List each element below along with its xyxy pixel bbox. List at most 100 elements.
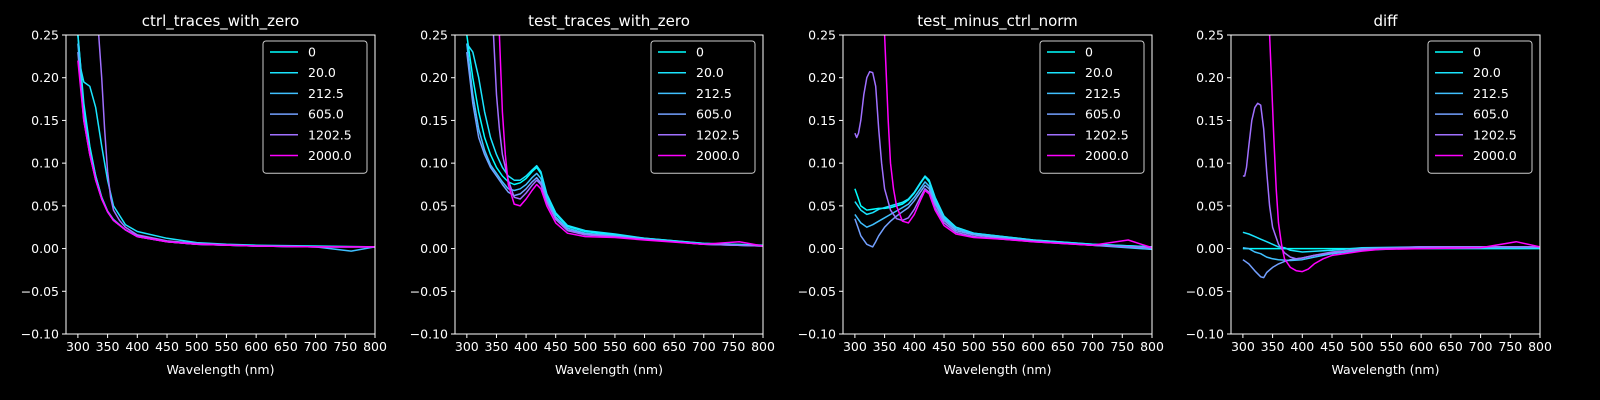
x-tick-label: 300 bbox=[843, 339, 867, 354]
legend-label: 0 bbox=[1473, 45, 1481, 60]
y-tick-label: 0.05 bbox=[420, 198, 448, 213]
x-tick-label: 550 bbox=[992, 339, 1016, 354]
y-tick-label: 0.10 bbox=[31, 156, 59, 171]
x-tick-label: 750 bbox=[1498, 339, 1522, 354]
x-tick-label: 800 bbox=[363, 339, 387, 354]
y-tick-label: 0.20 bbox=[808, 70, 836, 85]
legend-label: 212.5 bbox=[308, 86, 344, 101]
legend-label: 605.0 bbox=[696, 107, 732, 122]
y-tick-label: 0.20 bbox=[420, 70, 448, 85]
y-tick-label: 0.25 bbox=[31, 28, 59, 43]
x-tick-label: 400 bbox=[514, 339, 538, 354]
legend-label: 605.0 bbox=[1085, 107, 1121, 122]
x-tick-label: 650 bbox=[1439, 339, 1463, 354]
y-tick-label: 0.15 bbox=[808, 113, 836, 128]
legend-label: 0 bbox=[1085, 45, 1093, 60]
y-tick-label: 0.05 bbox=[1196, 198, 1224, 213]
x-tick-label: 750 bbox=[1110, 339, 1134, 354]
legend-label: 2000.0 bbox=[1085, 148, 1129, 163]
x-tick-label: 500 bbox=[962, 339, 986, 354]
x-tick-label: 350 bbox=[873, 339, 897, 354]
x-axis-label: Wavelength (nm) bbox=[167, 362, 275, 377]
x-tick-label: 600 bbox=[1021, 339, 1045, 354]
x-tick-label: 400 bbox=[1290, 339, 1314, 354]
legend-label: 2000.0 bbox=[308, 148, 352, 163]
y-tick-label: −0.10 bbox=[21, 327, 59, 342]
series-line bbox=[883, 35, 1152, 249]
x-axis-label: Wavelength (nm) bbox=[555, 362, 663, 377]
x-tick-label: 750 bbox=[333, 339, 357, 354]
x-tick-label: 700 bbox=[1081, 339, 1105, 354]
x-axis-label: Wavelength (nm) bbox=[1332, 362, 1440, 377]
legend-label: 1202.5 bbox=[1473, 127, 1517, 142]
legend-label: 2000.0 bbox=[696, 148, 740, 163]
series-line bbox=[466, 43, 763, 246]
x-tick-label: 750 bbox=[721, 339, 745, 354]
x-tick-label: 450 bbox=[544, 339, 568, 354]
y-tick-label: 0.10 bbox=[808, 156, 836, 171]
x-tick-label: 650 bbox=[662, 339, 686, 354]
axes-frame bbox=[454, 34, 764, 335]
x-tick-label: 450 bbox=[932, 339, 956, 354]
x-tick-label: 500 bbox=[1350, 339, 1374, 354]
axes-frame bbox=[1230, 34, 1541, 335]
legend-label: 20.0 bbox=[308, 65, 336, 80]
x-tick-label: 600 bbox=[244, 339, 268, 354]
axes-frame bbox=[842, 34, 1153, 335]
y-tick-label: −0.10 bbox=[410, 327, 448, 342]
x-tick-label: 550 bbox=[1380, 339, 1404, 354]
y-tick-label: 0.20 bbox=[1196, 70, 1224, 85]
y-tick-label: 0.15 bbox=[420, 113, 448, 128]
series-line bbox=[854, 70, 1152, 249]
x-tick-label: 650 bbox=[274, 339, 298, 354]
series-line bbox=[466, 35, 763, 246]
x-tick-label: 700 bbox=[692, 339, 716, 354]
x-tick-label: 700 bbox=[304, 339, 328, 354]
y-tick-label: 0.05 bbox=[808, 198, 836, 213]
y-tick-label: −0.10 bbox=[1186, 327, 1224, 342]
y-tick-label: 0.00 bbox=[808, 241, 836, 256]
series-line bbox=[854, 181, 1152, 251]
legend-label: 212.5 bbox=[1085, 86, 1121, 101]
chart-panel: 300 350 400 450 500 550 600 650 700 750 800 −0.10 −0… bbox=[798, 12, 1164, 377]
legend-label: 20.0 bbox=[1085, 65, 1113, 80]
y-tick-label: 0.05 bbox=[31, 198, 59, 213]
x-tick-label: 300 bbox=[1231, 339, 1255, 354]
series-line bbox=[466, 43, 763, 247]
legend-box bbox=[1039, 40, 1145, 174]
x-tick-label: 550 bbox=[215, 339, 239, 354]
chart-title: test_minus_ctrl_norm bbox=[917, 12, 1078, 31]
x-tick-label: 400 bbox=[125, 339, 149, 354]
chart-title: test_traces_with_zero bbox=[528, 12, 690, 31]
series-group bbox=[854, 35, 1152, 251]
x-tick-label: 800 bbox=[1140, 339, 1164, 354]
y-tick-label: −0.05 bbox=[410, 284, 448, 299]
y-tick-label: 0.10 bbox=[1196, 156, 1224, 171]
y-tick-label: −0.10 bbox=[798, 327, 836, 342]
series-line bbox=[1242, 102, 1540, 260]
y-tick-label: 0.00 bbox=[420, 241, 448, 256]
y-tick-label: 0.20 bbox=[31, 70, 59, 85]
legend-box bbox=[1427, 40, 1533, 174]
series-line bbox=[854, 175, 1152, 248]
legend-label: 605.0 bbox=[308, 107, 344, 122]
y-tick-label: 0.00 bbox=[31, 241, 59, 256]
series-line bbox=[492, 35, 763, 247]
y-tick-label: 0.25 bbox=[808, 28, 836, 43]
x-tick-label: 350 bbox=[1261, 339, 1285, 354]
x-tick-label: 500 bbox=[185, 339, 209, 354]
axes-frame bbox=[65, 34, 376, 335]
x-tick-label: 350 bbox=[485, 339, 509, 354]
legend-label: 1202.5 bbox=[308, 127, 352, 142]
y-tick-label: 0.15 bbox=[31, 113, 59, 128]
y-tick-label: 0.25 bbox=[420, 28, 448, 43]
y-tick-label: 0.10 bbox=[420, 156, 448, 171]
x-tick-label: 300 bbox=[455, 339, 479, 354]
x-tick-label: 600 bbox=[1409, 339, 1433, 354]
y-tick-label: 0.00 bbox=[1196, 241, 1224, 256]
x-tick-label: 500 bbox=[573, 339, 597, 354]
x-tick-label: 400 bbox=[902, 339, 926, 354]
series-line bbox=[498, 35, 763, 247]
legend-label: 1202.5 bbox=[696, 127, 740, 142]
